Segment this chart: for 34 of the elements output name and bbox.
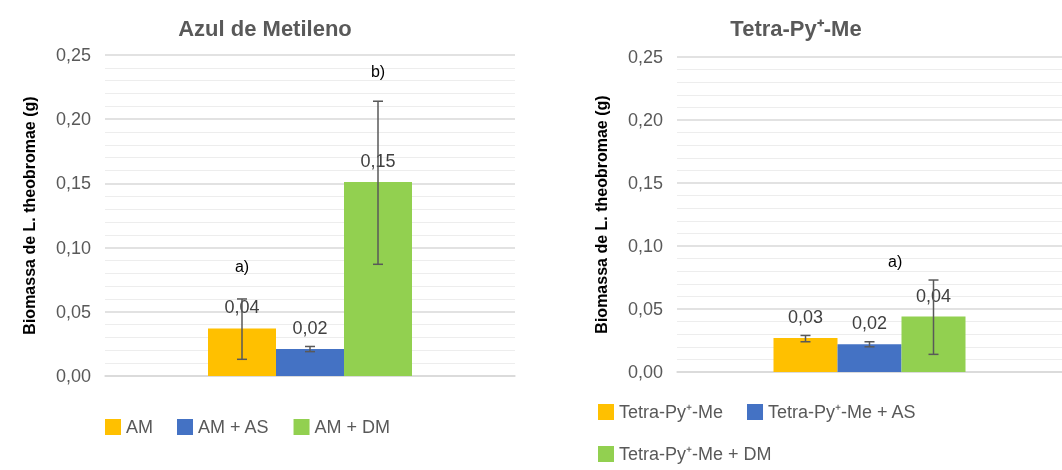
- legend-label: Tetra-Py⁺-Me + AS: [768, 402, 916, 422]
- y-tick-label: 0,15: [627, 173, 663, 193]
- data-label: 0,02: [292, 318, 328, 339]
- y-tick-label: 0,00: [55, 366, 91, 386]
- y-axis-title: Biomassa de L. theobromae (g): [592, 95, 610, 334]
- y-tick-label: 0,00: [627, 362, 663, 382]
- legend-label: AM + DM: [314, 417, 391, 437]
- data-label: 0,02: [851, 313, 888, 334]
- legend-label: Tetra-Py⁺-Me + DM: [619, 444, 772, 464]
- y-tick-label: 0,20: [627, 110, 663, 130]
- data-label: 0,03: [787, 306, 824, 327]
- y-tick-label: 0,05: [55, 301, 91, 322]
- y-tick-label: 0,25: [627, 47, 663, 67]
- annotation: a): [887, 253, 903, 271]
- annotation: b): [370, 62, 386, 80]
- legend-label: AM: [126, 417, 153, 437]
- annotation: a): [234, 258, 250, 276]
- y-tick-label: 0,15: [55, 173, 91, 194]
- y-axis-title: Biomassa de L. theobromae (g): [20, 96, 38, 335]
- bar: [837, 344, 902, 372]
- bar: [344, 182, 412, 376]
- y-tick-label: 0,05: [627, 299, 663, 319]
- bar: [208, 328, 276, 376]
- bar: [773, 337, 838, 372]
- chart-title: Tetra-Py⁺-Me: [730, 15, 862, 41]
- y-tick-label: 0,10: [627, 236, 663, 256]
- legend-label: Tetra-Py⁺-Me: [619, 402, 724, 422]
- chart-title: Azul de Metileno: [178, 15, 352, 41]
- bar: [276, 349, 344, 376]
- y-tick-label: 0,10: [55, 237, 91, 258]
- y-tick-label: 0,25: [55, 45, 91, 65]
- bar: [901, 316, 966, 372]
- y-tick-label: 0,20: [55, 109, 91, 130]
- legend-label: AM + AS: [198, 417, 269, 437]
